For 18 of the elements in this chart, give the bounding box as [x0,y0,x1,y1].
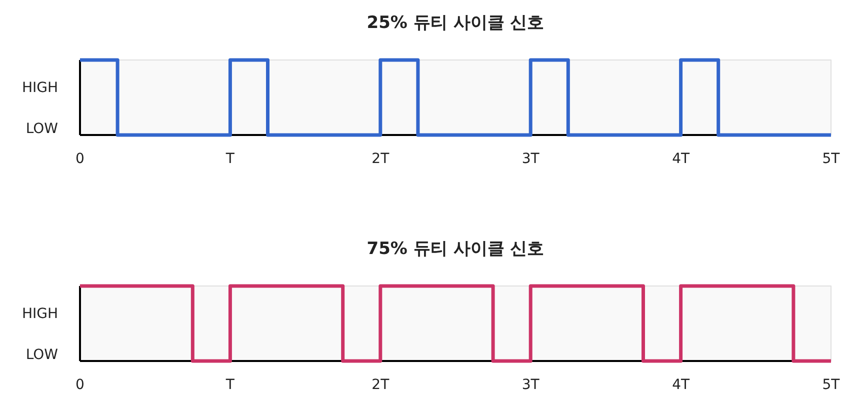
chart-title: 75% 듀티 사이클 신호 [366,239,544,259]
x-tick-label: 0 [76,377,84,393]
text: HIGH [22,306,58,322]
x-tick-label: 5T [822,377,840,393]
x-tick-label: 3T [522,377,540,393]
x-tick-label: 4T [672,377,690,393]
x-tick-label: T [224,377,235,393]
x-tick-label: 2T [372,377,390,393]
x-tick-label: 3T [522,151,540,167]
text: HIGH [22,80,58,96]
text: LOW [26,121,58,137]
x-tick-label: 2T [372,151,390,167]
x-tick-label: 5T [822,151,840,167]
x-tick-label: 0 [76,151,84,167]
x-tick-label: T [224,151,235,167]
chart-title: 25% 듀티 사이클 신호 [366,13,544,33]
text: LOW [26,347,58,363]
x-tick-label: 4T [672,151,690,167]
